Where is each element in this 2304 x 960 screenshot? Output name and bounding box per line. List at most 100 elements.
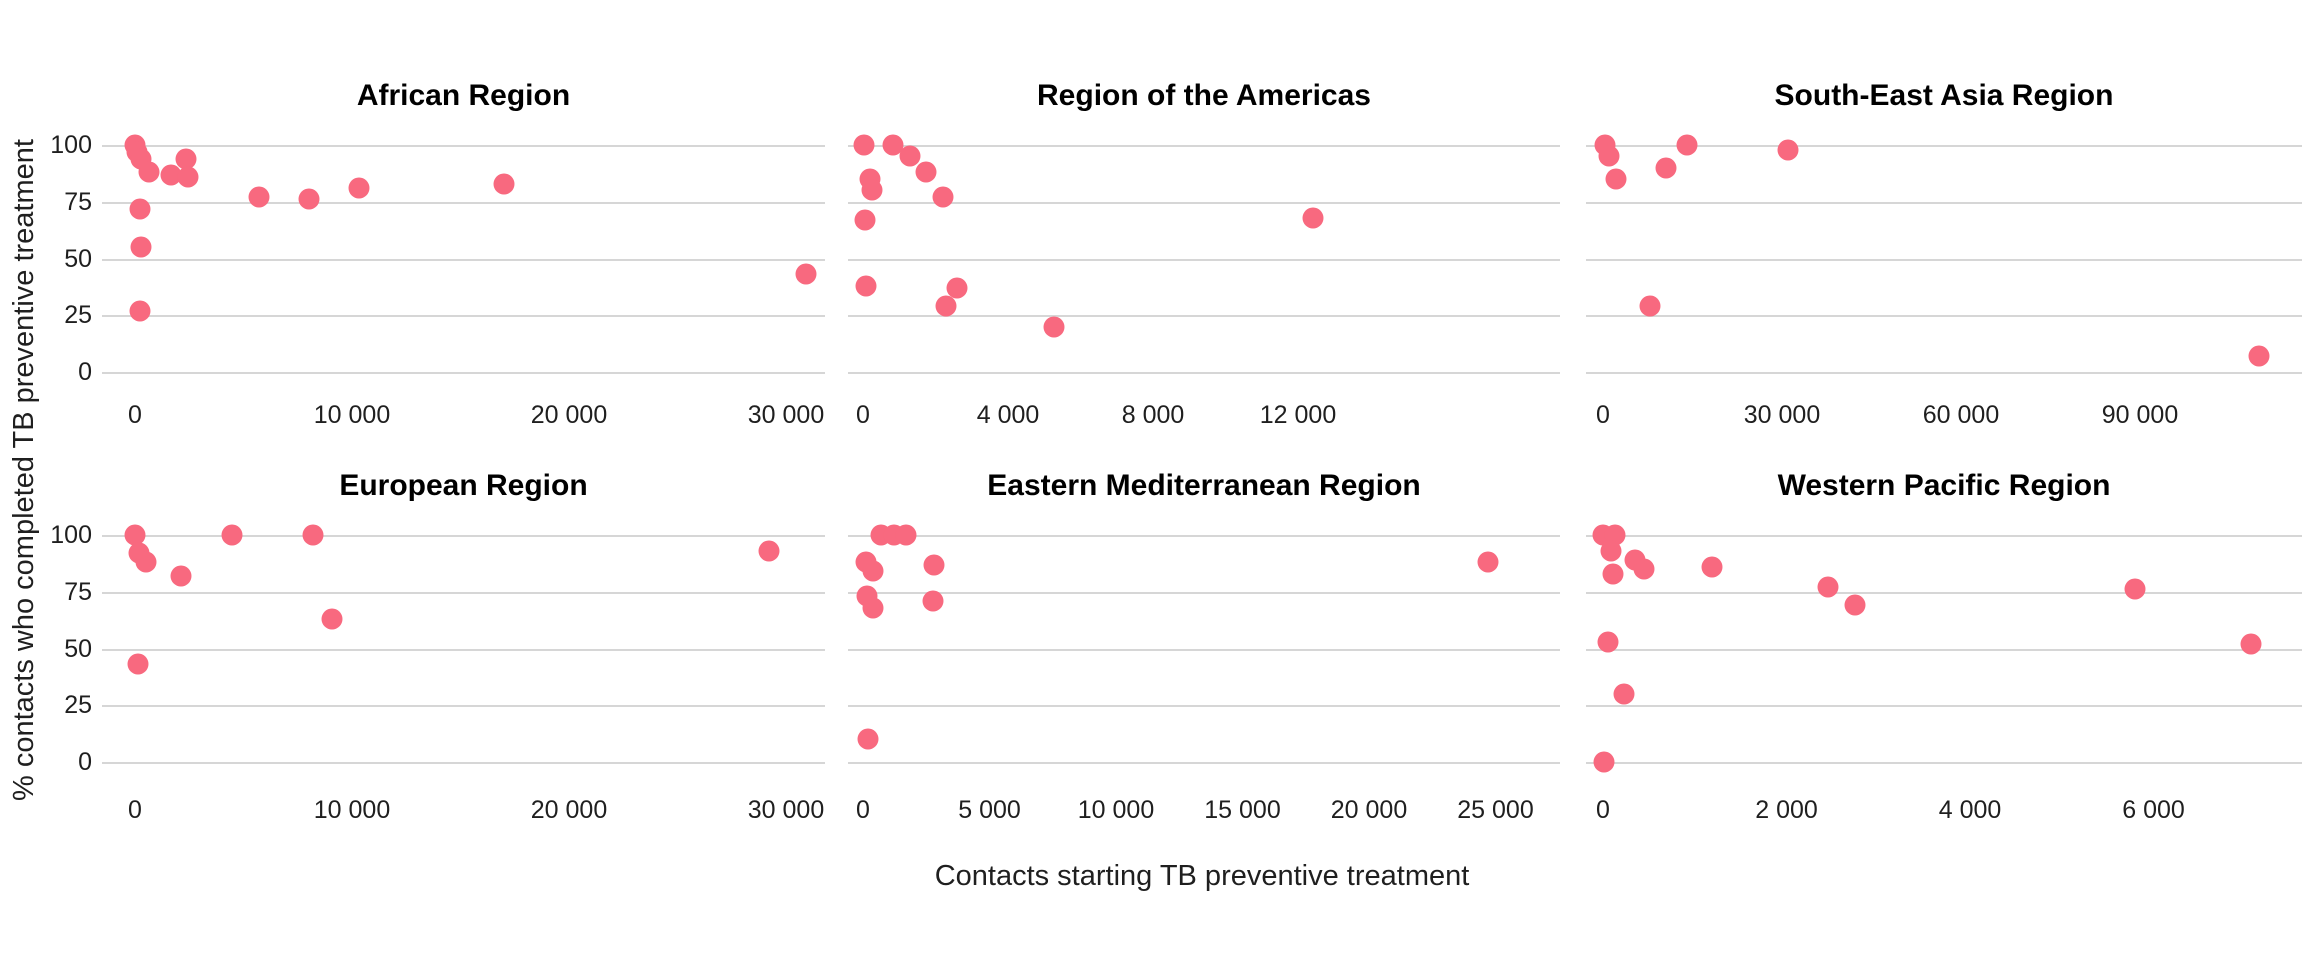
data-point — [895, 524, 917, 546]
gridline-y-25 — [102, 315, 825, 318]
y-tick-label: 25 — [64, 691, 92, 720]
x-tick-label: 20 000 — [530, 401, 608, 429]
x-tick-label: 4 000 — [976, 401, 1040, 429]
x-tick-label: 10 000 — [1077, 796, 1155, 824]
x-tick-label: 30 000 — [747, 796, 825, 824]
y-tick-label: 0 — [78, 358, 92, 386]
x-tick-label: 15 000 — [1204, 796, 1281, 824]
gridline-y-0 — [848, 762, 1560, 764]
x-tick-label: 0 — [128, 401, 142, 429]
data-point — [129, 300, 151, 322]
data-point — [2240, 633, 2262, 655]
gridline-y-100 — [1586, 535, 2302, 537]
data-point — [127, 653, 149, 675]
data-point — [1676, 134, 1698, 156]
y-tick-label: 25 — [64, 301, 92, 330]
x-tick-label: 2 000 — [1755, 796, 1818, 824]
data-point — [321, 608, 343, 630]
data-point — [177, 166, 199, 188]
data-point — [861, 179, 883, 201]
data-point — [1633, 558, 1655, 580]
y-tick-label: 50 — [64, 244, 92, 273]
y-tick-label: 75 — [64, 187, 92, 216]
data-point — [857, 728, 879, 750]
data-point — [221, 524, 243, 546]
x-tick-label: 90 000 — [2101, 401, 2179, 429]
x-axis-label: Contacts starting TB preventive treatmen… — [934, 860, 1470, 892]
data-point — [1600, 540, 1622, 562]
x-tick-label: 60 000 — [1922, 401, 2000, 429]
facet-panel-african-region — [102, 120, 825, 396]
x-tick-label: 30 000 — [747, 401, 825, 429]
data-point — [935, 295, 957, 317]
data-point — [1598, 145, 1620, 167]
x-tick-label: 10 000 — [313, 796, 391, 824]
panel-title-european-region: European Region — [339, 469, 588, 502]
data-point — [1477, 551, 1499, 573]
x-tick-label: 0 — [856, 401, 870, 429]
gridline-y-50 — [848, 648, 1560, 651]
gridline-y-50 — [848, 258, 1560, 261]
gridline-y-50 — [1586, 258, 2302, 261]
gridline-y-75 — [1586, 591, 2302, 594]
data-point — [862, 597, 884, 619]
data-point — [1043, 316, 1065, 338]
data-point — [1593, 751, 1615, 773]
x-tick-label: 25 000 — [1457, 796, 1534, 824]
gridline-y-75 — [102, 591, 825, 594]
data-point — [1817, 576, 1839, 598]
data-point — [130, 236, 152, 258]
gridline-y-0 — [1586, 372, 2302, 374]
x-tick-label: 0 — [856, 796, 870, 824]
data-point — [1605, 168, 1627, 190]
data-point — [855, 275, 877, 297]
data-point — [795, 263, 817, 285]
gridline-y-75 — [848, 201, 1560, 204]
gridline-y-25 — [848, 705, 1560, 708]
data-point — [915, 161, 937, 183]
data-point — [946, 277, 968, 299]
data-point — [758, 540, 780, 562]
data-point — [2124, 578, 2146, 600]
data-point — [2248, 345, 2270, 367]
data-point — [899, 145, 921, 167]
data-point — [1701, 556, 1723, 578]
data-point — [1302, 207, 1323, 229]
gridline-y-0 — [102, 372, 825, 374]
data-point — [1613, 683, 1635, 705]
data-point — [862, 560, 884, 582]
x-tick-label: 5 000 — [958, 796, 1021, 824]
data-point — [124, 524, 146, 546]
x-tick-label: 12 000 — [1259, 401, 1337, 429]
gridline-y-50 — [1586, 648, 2302, 651]
gridline-y-50 — [102, 258, 825, 261]
gridline-y-25 — [1586, 315, 2302, 318]
data-point — [170, 565, 192, 587]
gridline-y-75 — [848, 591, 1560, 594]
data-point — [1777, 139, 1799, 161]
data-point — [923, 554, 945, 575]
gridline-y-100 — [102, 145, 825, 147]
data-point — [160, 164, 182, 185]
data-point — [1844, 594, 1866, 616]
panel-title-region-of-the-americas: Region of the Americas — [1037, 79, 1371, 112]
y-tick-label: 100 — [50, 131, 92, 159]
data-point — [932, 186, 954, 208]
gridline-y-100 — [102, 535, 825, 537]
data-point — [248, 186, 270, 208]
panel-title-african-region: African Region — [356, 79, 571, 112]
facet-panel-region-of-the-americas — [848, 120, 1560, 396]
data-point — [302, 524, 324, 546]
y-tick-label: 100 — [50, 521, 92, 549]
data-point — [298, 188, 320, 210]
data-point — [1639, 295, 1661, 317]
gridline-y-100 — [848, 145, 1560, 147]
gridline-y-75 — [102, 201, 825, 204]
gridline-y-0 — [848, 372, 1560, 374]
data-point — [175, 148, 197, 170]
panel-title-western-pacific-region: Western Pacific Region — [1777, 469, 2111, 502]
facet-panel-eastern-mediterranean-region — [848, 510, 1560, 786]
data-point — [135, 551, 157, 573]
data-point — [1602, 563, 1624, 585]
